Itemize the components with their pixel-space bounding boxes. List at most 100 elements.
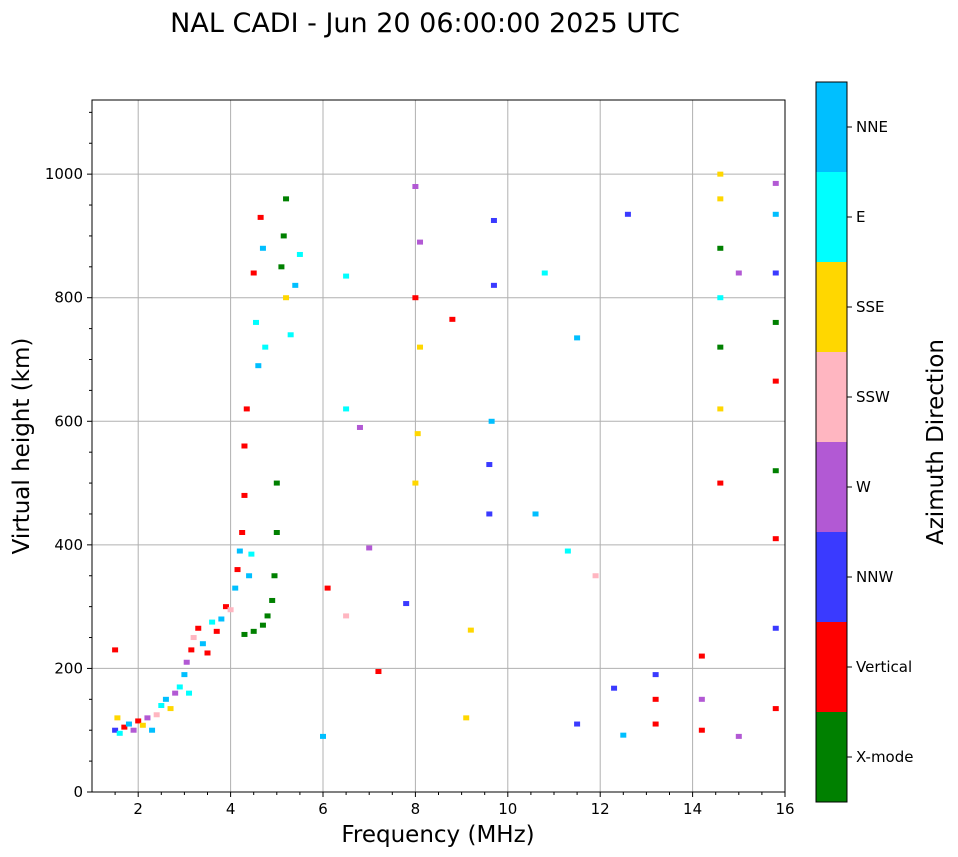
data-point [772, 180, 779, 186]
x-tick-label: 16 [775, 800, 794, 818]
data-point [149, 727, 156, 733]
x-tick-label: 10 [498, 800, 517, 818]
y-tick-label: 1000 [45, 165, 83, 183]
plot-area [92, 100, 785, 792]
data-point [343, 613, 350, 619]
data-point [414, 431, 421, 437]
colorbar-label: X-mode [856, 748, 913, 766]
x-tick-label: 8 [411, 800, 421, 818]
colorbar-label: SSW [856, 388, 890, 406]
data-point [204, 650, 211, 656]
y-axis-title: Virtual height (km) [9, 338, 35, 555]
data-point [735, 733, 742, 739]
data-point [255, 363, 262, 369]
data-points [112, 171, 779, 739]
x-tick-label: 4 [226, 800, 236, 818]
data-point [186, 690, 193, 696]
chart-title: NAL CADI - Jun 20 06:00:00 2025 UTC [170, 8, 680, 39]
data-point [241, 492, 248, 498]
data-point [253, 319, 260, 325]
data-point [375, 669, 382, 675]
data-point [403, 601, 410, 607]
data-point [463, 715, 470, 721]
colorbar-label: Vertical [856, 658, 912, 676]
data-point [241, 631, 248, 637]
data-point [772, 319, 779, 325]
data-point [181, 672, 188, 678]
y-tick-label: 0 [73, 783, 83, 801]
y-tick-label: 200 [54, 659, 83, 677]
data-point [490, 282, 497, 288]
data-point [283, 295, 290, 301]
data-point [366, 545, 373, 551]
data-point [772, 625, 779, 631]
data-point [125, 721, 132, 727]
data-point [153, 712, 160, 718]
data-point [490, 217, 497, 223]
data-point [218, 616, 225, 622]
data-point [232, 585, 239, 591]
data-point [227, 607, 234, 613]
data-point [343, 406, 350, 412]
data-point [417, 239, 424, 245]
data-point [356, 424, 363, 430]
data-point [698, 653, 705, 659]
data-point [121, 724, 128, 730]
y-tick-label: 400 [54, 536, 83, 554]
colorbar-segment [816, 712, 847, 802]
data-point [241, 443, 248, 449]
data-point [243, 406, 250, 412]
data-point [273, 530, 280, 535]
data-point [144, 715, 151, 721]
data-point [611, 685, 618, 691]
data-point [222, 604, 229, 610]
colorbar-frame [815, 81, 848, 803]
data-point [287, 332, 294, 338]
data-point [273, 480, 280, 486]
data-point [652, 721, 659, 727]
x-axis-title: Frequency (MHz) [341, 822, 534, 848]
data-point [271, 573, 278, 579]
data-point [717, 295, 724, 301]
data-point [574, 721, 581, 727]
data-point [234, 567, 241, 573]
data-point [246, 573, 253, 579]
data-point [190, 635, 197, 641]
data-point [183, 659, 190, 665]
data-point [574, 335, 581, 341]
data-point [248, 551, 255, 557]
x-tick-label: 2 [133, 800, 143, 818]
colorbar: X-mode Vertical NNW W SSW SSE E NNE [815, 81, 913, 803]
data-point [532, 511, 539, 517]
y-tick-label: 600 [54, 412, 83, 430]
data-point [488, 418, 495, 424]
data-point [176, 684, 183, 690]
colorbar-label: NNW [856, 568, 893, 586]
data-point [172, 690, 179, 696]
x-tick-label: 6 [318, 800, 328, 818]
data-point [467, 627, 474, 633]
data-point [652, 672, 659, 678]
colorbar-segment [816, 532, 847, 622]
colorbar-segment [816, 82, 847, 172]
data-point [114, 715, 121, 721]
colorbar-title: Azimuth Direction [923, 339, 949, 545]
data-point [698, 696, 705, 702]
data-point [717, 480, 724, 486]
data-point [278, 264, 285, 270]
data-point [236, 548, 243, 554]
colorbar-label: SSE [856, 298, 885, 316]
data-point [772, 468, 779, 474]
data-point [250, 628, 257, 634]
data-point [592, 573, 599, 579]
data-point [772, 536, 779, 542]
data-point [717, 406, 724, 412]
grid-lines [92, 100, 786, 793]
data-point [772, 378, 779, 384]
data-point [652, 696, 659, 702]
data-point [486, 462, 493, 468]
data-point [486, 511, 493, 517]
data-point [264, 613, 271, 619]
colorbar-segment [816, 442, 847, 532]
data-point [541, 270, 548, 276]
